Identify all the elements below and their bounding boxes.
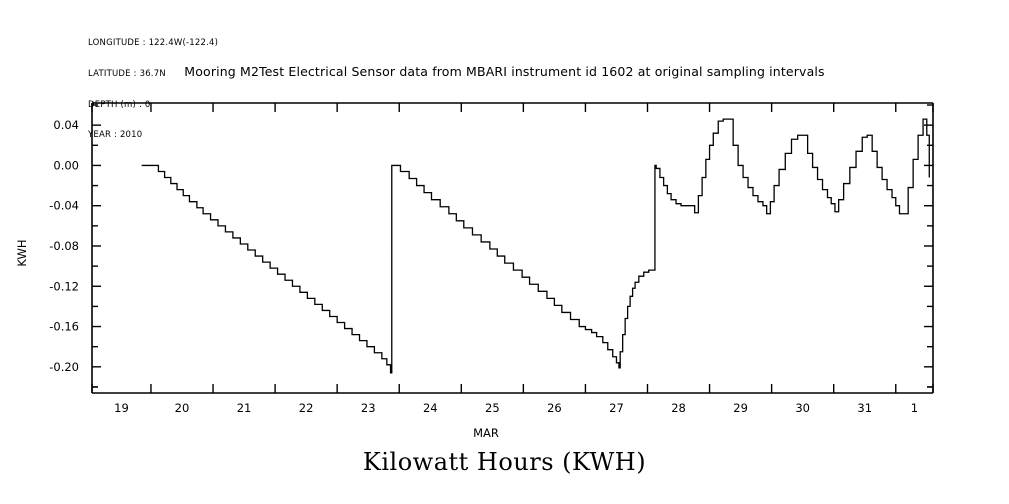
metadata-longitude: LONGITUDE : 122.4W(-122.4) xyxy=(88,38,219,49)
data-series-kwh xyxy=(141,118,930,374)
plot-frame xyxy=(91,102,934,394)
x-tick-label: 21 xyxy=(237,401,252,415)
x-tick-label: 29 xyxy=(733,401,748,415)
x-tick-label: 1 xyxy=(911,401,918,415)
y-axis-title: KWH xyxy=(15,239,29,266)
x-tick-label: 26 xyxy=(547,401,562,415)
x-axis: 19 20 21 22 23 24 25 26 27 28 29 30 31 1 xyxy=(91,103,934,415)
y-tick-label: -0.12 xyxy=(49,279,79,293)
page-title: Mooring M2Test Electrical Sensor data fr… xyxy=(184,64,825,79)
x-tick-label: 25 xyxy=(485,401,500,415)
metadata-depth: DEPTH (m) : 0 xyxy=(88,99,151,110)
x-tick-label: 23 xyxy=(361,401,376,415)
metadata-year: YEAR : 2010 xyxy=(88,130,143,141)
figure-caption: Kilowatt Hours (KWH) xyxy=(362,448,647,476)
y-tick-label: -0.04 xyxy=(49,199,79,213)
metadata-block: LONGITUDE : 122.4W(-122.4) LATITUDE : 36… xyxy=(88,18,218,151)
x-tick-label: 24 xyxy=(423,401,438,415)
series-line xyxy=(141,118,930,374)
x-tick-label: 22 xyxy=(299,401,314,415)
y-tick-label: 0.00 xyxy=(53,158,79,172)
x-axis-title: MAR xyxy=(473,426,499,440)
x-tick-label: 31 xyxy=(857,401,872,415)
y-tick-label: -0.20 xyxy=(49,360,79,374)
y-tick-label: -0.16 xyxy=(49,320,79,334)
y-tick-label: -0.08 xyxy=(49,239,79,253)
y-tick-label: 0.04 xyxy=(53,118,79,132)
y-axis: 0.04 0.00 -0.04 -0.08 -0.12 -0.16 -0.20 xyxy=(49,104,933,388)
x-tick-label: 30 xyxy=(795,401,810,415)
x-tick-label: 20 xyxy=(175,401,190,415)
x-tick-label: 19 xyxy=(114,401,129,415)
metadata-latitude: LATITUDE : 36.7N xyxy=(88,69,166,80)
x-tick-label: 27 xyxy=(609,401,624,415)
x-tick-label: 28 xyxy=(671,401,686,415)
